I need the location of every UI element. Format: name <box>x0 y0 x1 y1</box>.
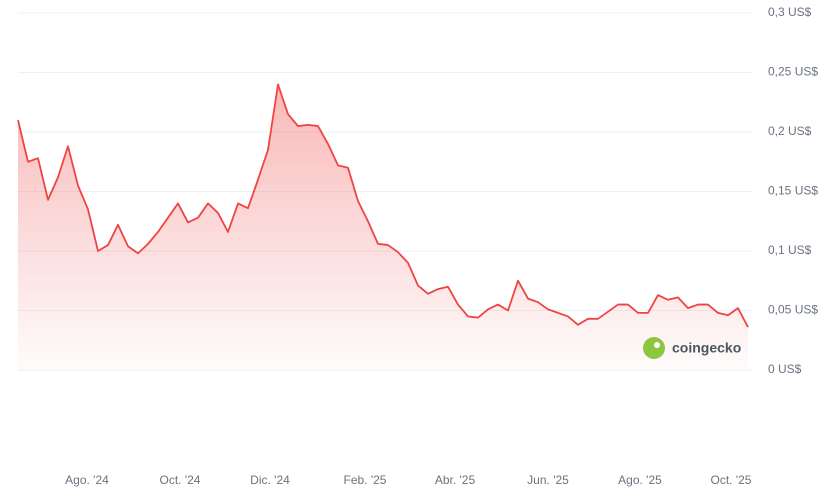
y-tick-label: 0 US$ <box>768 362 802 376</box>
y-tick-label: 0,15 US$ <box>768 184 818 198</box>
x-tick-label: Dic. '24 <box>250 473 290 487</box>
watermark-text: coingecko <box>672 340 741 356</box>
x-tick-label: Oct. '24 <box>160 473 201 487</box>
y-tick-label: 0,3 US$ <box>768 5 812 19</box>
y-tick-label: 0,25 US$ <box>768 65 818 79</box>
y-tick-label: 0,05 US$ <box>768 303 818 317</box>
watermark: coingecko <box>643 337 741 359</box>
x-tick-label: Oct. '25 <box>711 473 752 487</box>
x-tick-label: Ago. '25 <box>618 473 662 487</box>
x-tick-label: Feb. '25 <box>344 473 387 487</box>
logo-eye <box>654 342 660 348</box>
y-tick-label: 0,2 US$ <box>768 124 812 138</box>
x-tick-label: Ago. '24 <box>65 473 109 487</box>
area <box>18 84 748 371</box>
x-tick-label: Jun. '25 <box>527 473 569 487</box>
line <box>17 83 749 328</box>
y-tick-label: 0,1 US$ <box>768 243 812 257</box>
x-tick-label: Abr. '25 <box>435 473 476 487</box>
logo <box>643 337 665 359</box>
